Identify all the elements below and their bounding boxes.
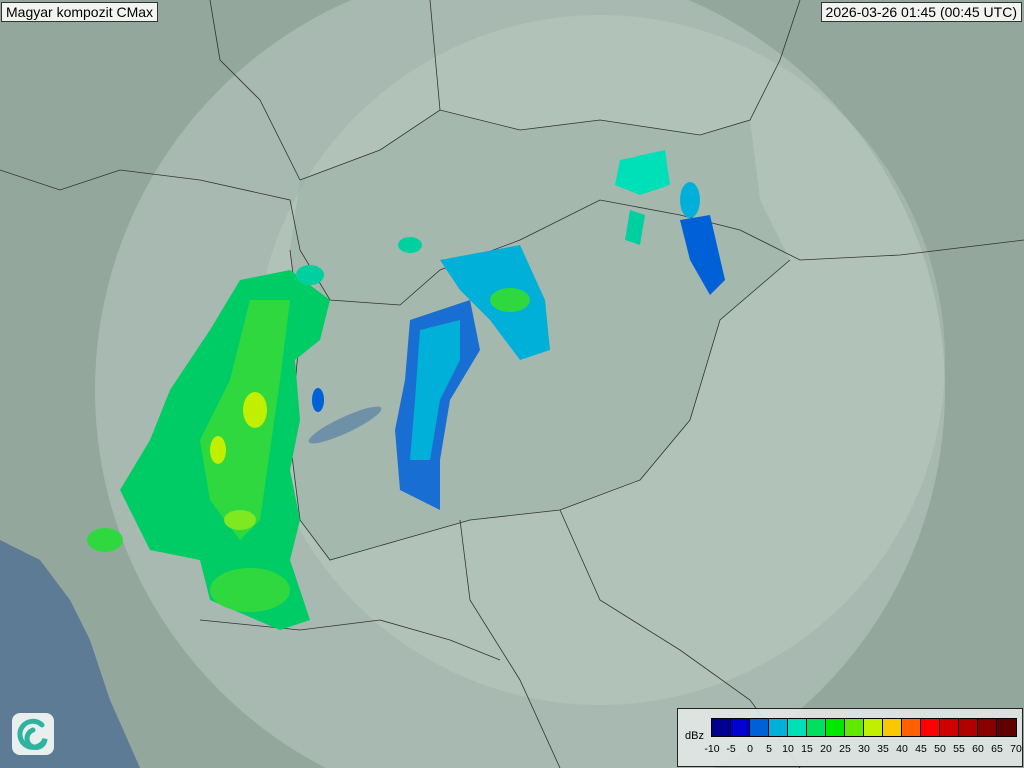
legend-ticks: -10 -5 0 5 10 15 20 25 30 35 40 45 50 55 60 65 70 [702, 743, 1022, 757]
legend-color-bar [711, 718, 1017, 737]
legend-tick-label: 10 [782, 743, 794, 755]
legend-tick-label: 15 [801, 743, 813, 755]
legend-swatch [845, 719, 864, 736]
legend-swatch [750, 719, 769, 736]
legend-tick-label: 5 [766, 743, 772, 755]
legend-swatch [940, 719, 959, 736]
dbz-legend: dBz -10 -5 0 5 10 15 20 25 30 35 40 45 50 55 60 65 70 [677, 708, 1023, 767]
legend-tick-label: 30 [858, 743, 870, 755]
legend-swatch [864, 719, 883, 736]
radar-echoes [87, 150, 725, 630]
legend-tick-label: 40 [896, 743, 908, 755]
legend-swatch [959, 719, 978, 736]
legend-swatch [978, 719, 997, 736]
legend-tick-label: 50 [934, 743, 946, 755]
legend-tick-label: 0 [747, 743, 753, 755]
legend-tick-label: -10 [704, 743, 720, 755]
legend-swatch [997, 719, 1016, 736]
legend-tick-label: 70 [1010, 743, 1022, 755]
lake-balaton [308, 406, 382, 444]
swirl-logo-icon [12, 713, 54, 755]
legend-swatch [712, 719, 731, 736]
timestamp-label: 2026-03-26 01:45 (00:45 UTC) [820, 2, 1022, 22]
legend-tick-label: -5 [726, 743, 736, 755]
adriatic-sea [0, 540, 140, 768]
map-title: Magyar kompozit CMax [1, 2, 159, 22]
legend-tick-label: 45 [915, 743, 927, 755]
legend-swatch [826, 719, 845, 736]
legend-tick-label: 20 [820, 743, 832, 755]
legend-swatch [902, 719, 921, 736]
legend-swatch [731, 719, 750, 736]
legend-tick-label: 25 [839, 743, 851, 755]
legend-tick-label: 35 [877, 743, 889, 755]
legend-unit: dBz [685, 730, 704, 742]
legend-swatch [921, 719, 940, 736]
legend-swatch [807, 719, 826, 736]
legend-swatch [769, 719, 788, 736]
legend-swatch [788, 719, 807, 736]
legend-swatch [883, 719, 902, 736]
legend-tick-label: 55 [953, 743, 965, 755]
legend-tick-label: 60 [972, 743, 984, 755]
legend-tick-label: 65 [991, 743, 1003, 755]
